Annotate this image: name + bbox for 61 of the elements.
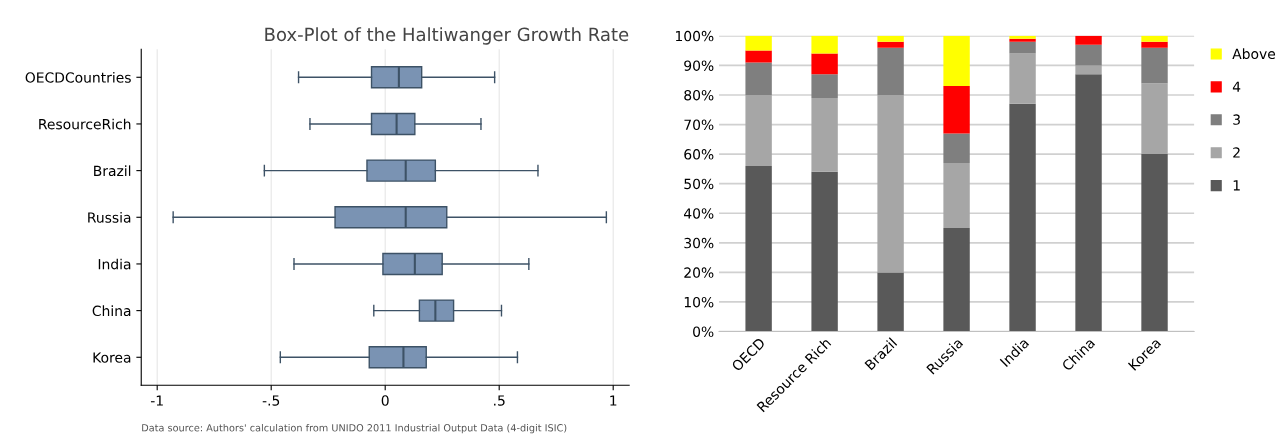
y-tick-label: 0% — [693, 326, 714, 337]
bar — [943, 35, 970, 87]
bar — [943, 228, 970, 332]
bar — [745, 62, 772, 95]
bar — [1141, 154, 1168, 332]
y-tick-label: India — [98, 258, 131, 270]
bar — [877, 35, 904, 42]
bar — [943, 86, 970, 134]
bar — [877, 94, 904, 273]
bar — [1141, 83, 1168, 155]
legend-label: 2 — [1233, 147, 1240, 158]
y-tick-label: Russia — [88, 212, 131, 223]
bar — [811, 53, 838, 75]
y-tick-label: 20% — [684, 267, 714, 278]
x-tick-label: 1 — [610, 395, 617, 406]
bar — [811, 97, 838, 172]
legend-label: 4 — [1232, 81, 1241, 92]
y-tick-label: 90% — [684, 60, 714, 71]
bar — [1075, 35, 1102, 45]
x-tick-label: .5 — [494, 395, 505, 406]
y-tick-label: ResourceRich — [39, 118, 131, 130]
legend-label: 1 — [1233, 180, 1240, 191]
bar — [877, 47, 904, 95]
y-tick-label: 30% — [684, 237, 714, 249]
y-tick-label: OECDCountries — [25, 72, 131, 83]
bar — [745, 50, 772, 63]
y-tick-label: 40% — [683, 208, 714, 219]
bar — [745, 165, 772, 332]
bar — [877, 272, 904, 332]
bar — [745, 94, 772, 166]
x-tick-label: -1 — [150, 395, 163, 406]
bar — [943, 162, 970, 229]
bar — [811, 74, 838, 98]
bar — [1009, 103, 1036, 332]
bar — [1141, 35, 1168, 42]
bar — [943, 133, 970, 163]
source-note: Data source: Authors' calculation from UNIDO 2011 Industrial Output Data (4-digit ISIC) — [142, 423, 567, 434]
bar — [1075, 74, 1102, 332]
bar — [811, 171, 838, 332]
bar — [811, 35, 838, 54]
y-tick-label: 60% — [684, 149, 714, 160]
x-tick-label: -.5 — [262, 395, 280, 406]
bar — [877, 41, 904, 48]
bar — [1075, 65, 1102, 75]
bar — [745, 35, 772, 51]
y-tick-label: 100% — [676, 30, 714, 42]
x-tick-label: 0 — [381, 395, 389, 406]
legend-label: Above — [1232, 48, 1276, 60]
bar — [1009, 53, 1036, 104]
y-tick-label: 10% — [684, 296, 714, 308]
y-tick-label: 80% — [684, 89, 714, 101]
chart-title: Box-Plot of the Haltiwanger Growth Rate — [265, 27, 629, 45]
y-tick-label: 70% — [684, 119, 714, 131]
bar — [1075, 44, 1102, 66]
y-tick-label: Brazil — [94, 165, 131, 177]
bar — [1141, 47, 1168, 84]
y-tick-label: 50% — [684, 178, 714, 190]
bar — [1141, 41, 1168, 48]
bar — [1009, 41, 1036, 54]
legend-label: 3 — [1233, 114, 1240, 125]
y-tick-label: China — [92, 305, 131, 317]
